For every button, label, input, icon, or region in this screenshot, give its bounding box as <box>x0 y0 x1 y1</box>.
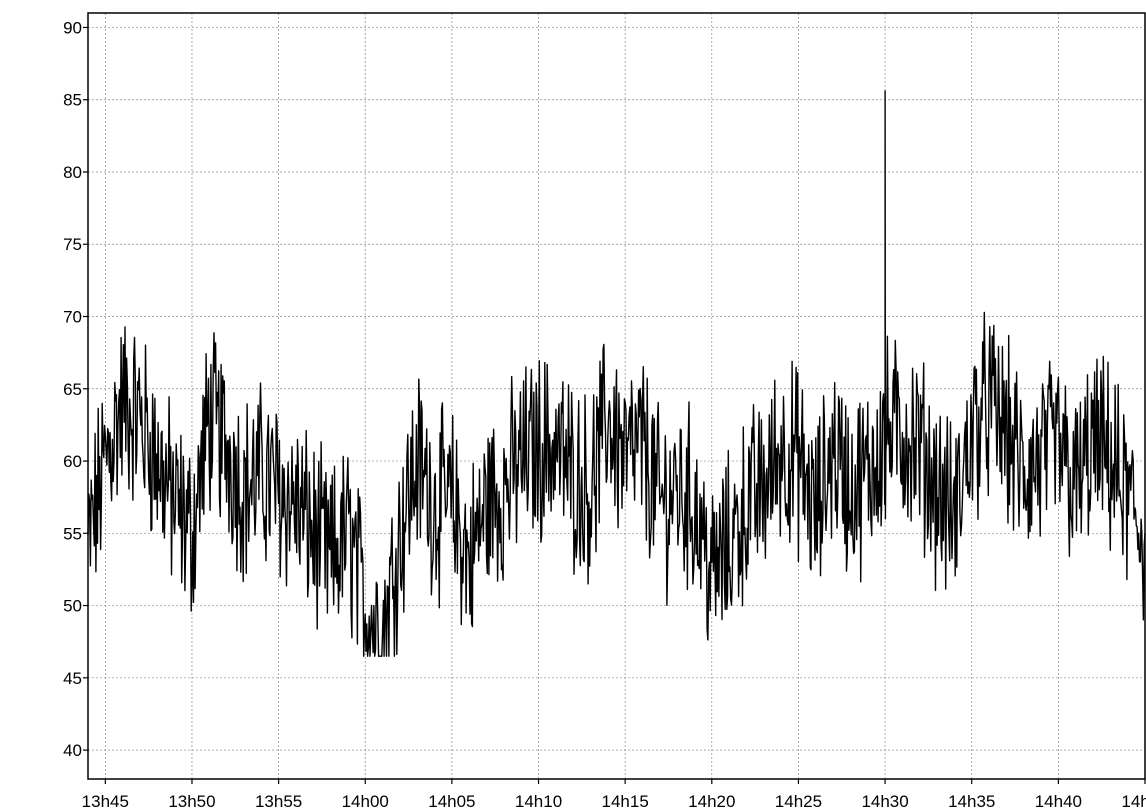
y-tick-label: 65 <box>63 380 82 399</box>
y-tick-label: 50 <box>63 597 82 616</box>
x-tick-label: 14h00 <box>342 792 389 811</box>
x-tick-label: 14h05 <box>428 792 475 811</box>
x-tick-label: 14h35 <box>948 792 995 811</box>
x-tick-label: 13h45 <box>82 792 129 811</box>
x-tick-label: 14h25 <box>775 792 822 811</box>
y-tick-label: 80 <box>63 163 82 182</box>
y-tick-label: 55 <box>63 524 82 543</box>
y-tick-label: 90 <box>63 18 82 37</box>
y-tick-label: 75 <box>63 235 82 254</box>
y-tick-label: 60 <box>63 452 82 471</box>
y-tick-label: 45 <box>63 669 82 688</box>
x-tick-label: 14h30 <box>861 792 908 811</box>
y-tick-label: 70 <box>63 308 82 327</box>
x-tick-label: 14h15 <box>602 792 649 811</box>
x-tick-label: 14h10 <box>515 792 562 811</box>
x-tick-label: 14h45 <box>1121 792 1146 811</box>
x-tick-label: 13h55 <box>255 792 302 811</box>
y-tick-label: 85 <box>63 91 82 110</box>
x-tick-label: 14h40 <box>1035 792 1082 811</box>
tick-labels: 40 45 50 55 60 65 70 75 80 85 90 13h45 13h50 13h55 14h… <box>63 18 1146 811</box>
x-tick-label: 13h50 <box>168 792 215 811</box>
series-layer <box>87 90 1146 657</box>
plot-area-frame <box>87 12 1146 780</box>
data-series-line <box>87 90 1146 657</box>
x-tick-label: 14h20 <box>688 792 735 811</box>
y-tick-label: 40 <box>63 741 82 760</box>
